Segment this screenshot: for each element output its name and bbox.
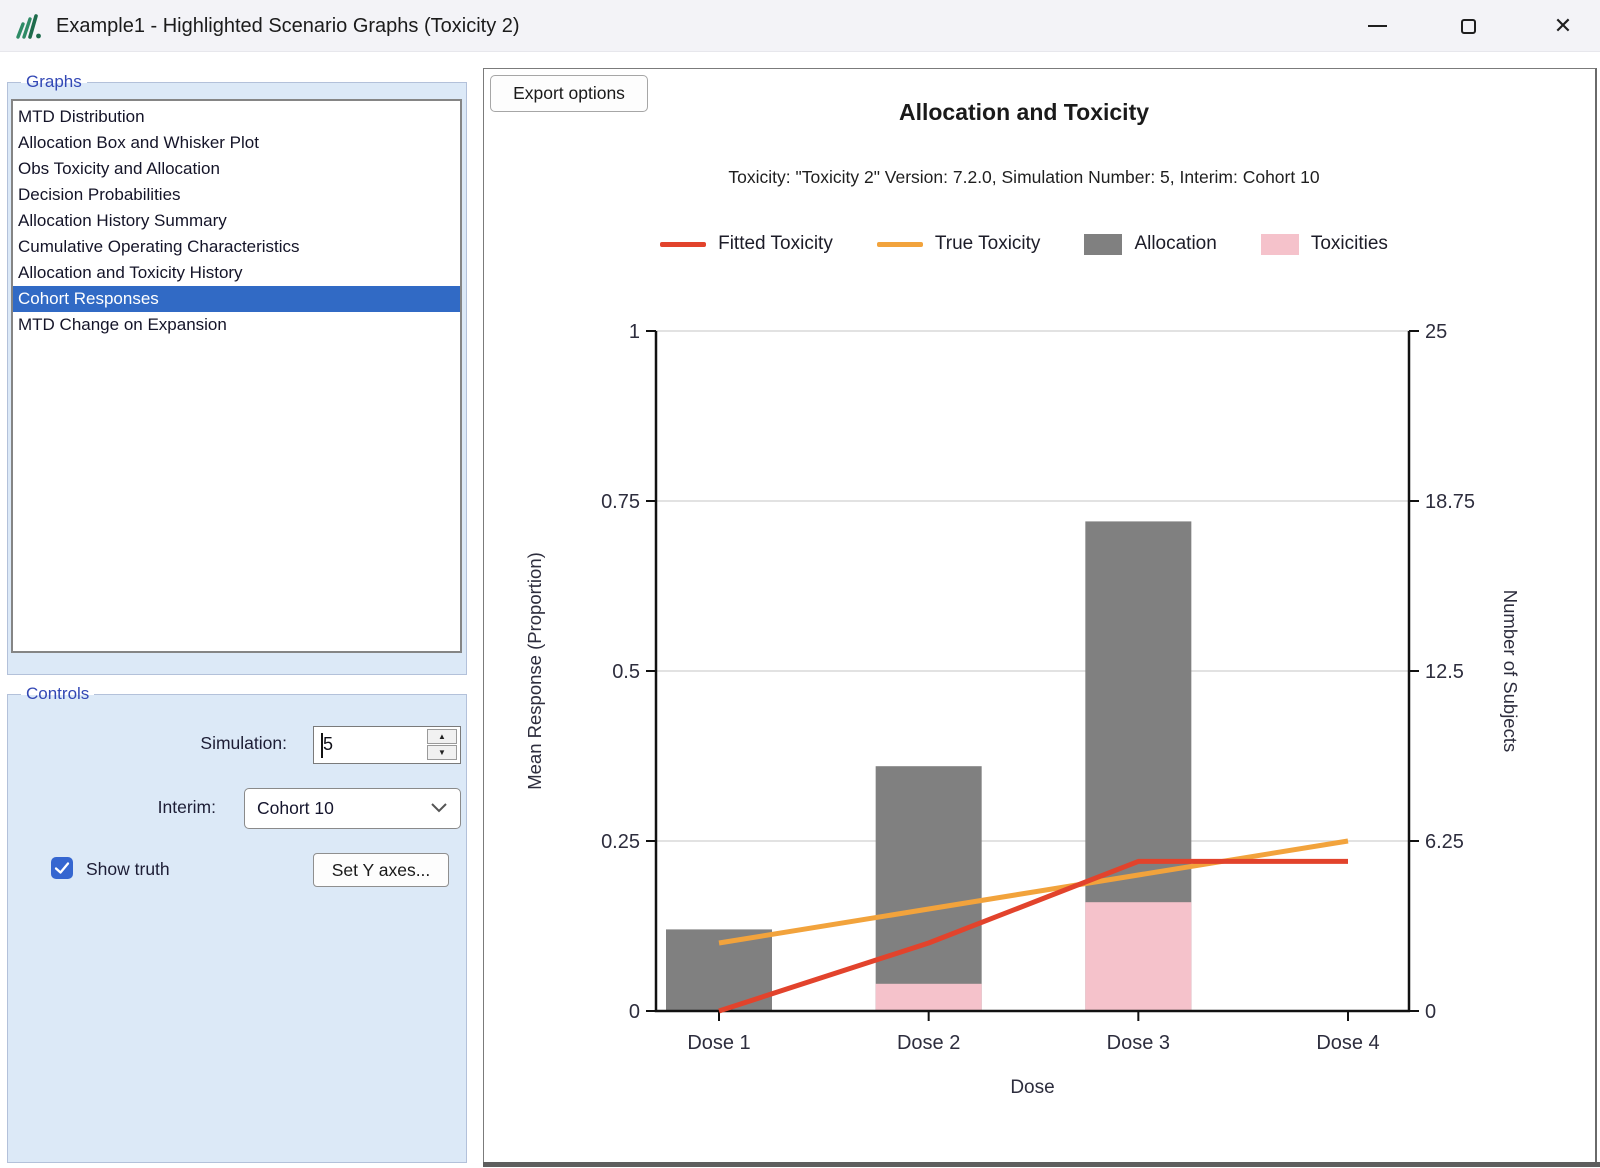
list-item[interactable]: Decision Probabilities	[18, 185, 181, 204]
simulation-spinner[interactable]: 5 ▲ ▼	[313, 726, 461, 764]
chart-subtitle: Toxicity: "Toxicity 2" Version: 7.2.0, S…	[728, 167, 1320, 187]
list-item[interactable]: Allocation History Summary	[18, 211, 227, 230]
allocation-bar-dose-1	[666, 929, 772, 1011]
interim-dropdown[interactable]: Cohort 10	[244, 788, 461, 829]
true-toxicity-line	[718, 838, 1349, 946]
right-tick-label: 25	[1425, 321, 1447, 343]
maximize-button[interactable]	[1445, 0, 1491, 52]
x-tick-label: Dose 2	[897, 1032, 960, 1054]
list-item[interactable]: Cohort Responses	[13, 286, 460, 312]
window-bottom-edge	[483, 1162, 1600, 1167]
legend-item-allocation: Allocation	[1084, 233, 1217, 255]
legend-swatch	[1084, 233, 1123, 255]
legend-item-fitted-toxicity: Fitted Toxicity	[660, 233, 833, 255]
fitted-toxicity-line	[718, 858, 1348, 1014]
graphs-group-label: Graphs	[21, 72, 87, 92]
right-tick-label: 0	[1425, 1001, 1436, 1023]
x-tick-label: Dose 3	[1107, 1032, 1170, 1054]
right-tick-label: 6.25	[1425, 831, 1464, 853]
left-tick-label: 1	[629, 321, 640, 343]
x-tick-label: Dose 1	[687, 1032, 750, 1054]
title-bar: Example1 - Highlighted Scenario Graphs (…	[0, 0, 1600, 52]
right-tick-label: 18.75	[1425, 491, 1475, 513]
allocation-bar-dose-3	[1085, 521, 1192, 1011]
toxicities-bar-dose-3	[1085, 902, 1192, 1011]
controls-groupbox: Controls Simulation: 5 ▲ ▼ Interim: Coho…	[7, 684, 467, 1163]
list-item[interactable]: MTD Distribution	[18, 107, 145, 126]
legend-swatch	[876, 241, 923, 247]
x-tick-label: Dose 4	[1316, 1032, 1379, 1054]
export-options-button[interactable]: Export options	[490, 75, 648, 112]
chevron-down-icon	[431, 803, 447, 813]
left-tick-label: 0	[629, 1001, 640, 1023]
right-tick-label: 12.5	[1425, 661, 1464, 683]
maximize-icon	[1460, 18, 1476, 34]
window-title: Example1 - Highlighted Scenario Graphs (…	[56, 15, 520, 37]
legend-item-toxicities: Toxicities	[1260, 233, 1388, 255]
right-axis-title: Number of Subjects	[1500, 590, 1521, 752]
legend-label: True Toxicity	[934, 233, 1041, 254]
legend-label: Toxicities	[1310, 233, 1388, 254]
left-tick-label: 0.75	[601, 491, 640, 513]
show-truth-checkbox[interactable]	[51, 857, 73, 879]
controls-group-label: Controls	[21, 684, 95, 704]
close-button[interactable]: ✕	[1540, 0, 1586, 52]
legend-item-true-toxicity: True Toxicity	[876, 233, 1041, 255]
chart-title: Allocation and Toxicity	[898, 99, 1150, 125]
x-axis-title: Dose	[1010, 1077, 1054, 1098]
interim-value: Cohort 10	[257, 798, 334, 818]
text-cursor	[321, 733, 323, 758]
minimize-button[interactable]	[1354, 0, 1400, 52]
graphs-groupbox: Graphs MTD Distribution Allocation Box an…	[7, 72, 467, 675]
chart-panel: Export options Allocation and Toxicity T…	[483, 68, 1597, 1163]
graphs-listbox[interactable]: MTD Distribution Allocation Box and Whisk…	[11, 99, 462, 653]
list-item[interactable]: Cumulative Operating Characteristics	[18, 237, 300, 256]
interim-label: Interim:	[157, 797, 216, 817]
toxicities-bar-dose-2	[875, 983, 982, 1011]
list-item[interactable]: MTD Change on Expansion	[18, 315, 227, 334]
legend-label: Allocation	[1134, 233, 1217, 254]
minimize-icon	[1367, 25, 1387, 27]
list-item[interactable]: Obs Toxicity and Allocation	[18, 159, 220, 178]
spinner-down-button[interactable]: ▼	[427, 745, 457, 760]
chart-legend: Fitted Toxicity True Toxicity Allocation To…	[484, 229, 1564, 259]
allocation-bar-dose-2	[875, 766, 982, 1011]
legend-swatch	[660, 241, 707, 247]
simulation-label: Simulation:	[200, 733, 287, 753]
close-icon: ✕	[1553, 13, 1573, 38]
left-tick-label: 0.5	[612, 661, 640, 683]
spinner-up-button[interactable]: ▲	[427, 729, 457, 744]
legend-swatch	[1260, 233, 1299, 255]
left-tick-label: 0.25	[601, 831, 640, 853]
set-y-axes-button[interactable]: Set Y axes...	[313, 853, 449, 887]
list-item[interactable]: Allocation and Toxicity History	[18, 263, 243, 282]
left-axis-title: Mean Response (Proportion)	[524, 552, 545, 790]
simulation-value: 5	[323, 734, 334, 754]
app-logo-icon	[16, 14, 41, 39]
show-truth-label: Show truth	[86, 859, 170, 879]
list-item[interactable]: Allocation Box and Whisker Plot	[18, 133, 259, 152]
legend-label: Fitted Toxicity	[718, 233, 833, 254]
check-icon	[54, 862, 70, 874]
